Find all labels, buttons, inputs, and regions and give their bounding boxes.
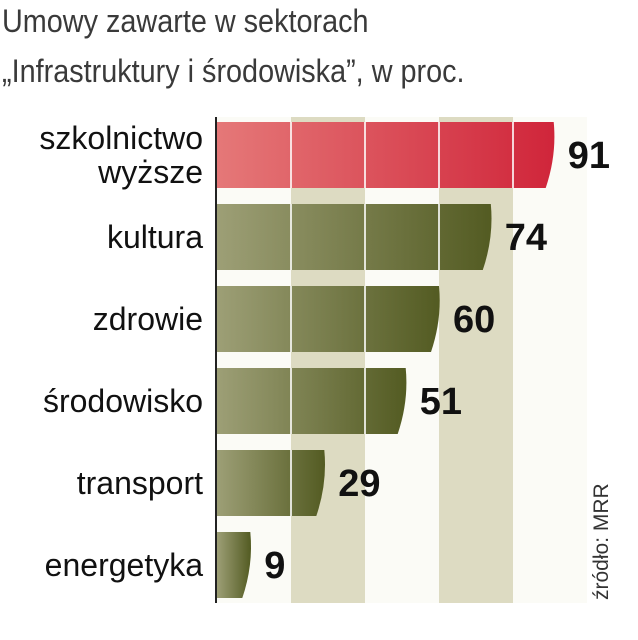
category-label: wyższe xyxy=(97,154,203,190)
bar xyxy=(217,122,555,188)
value-label: 9 xyxy=(264,545,285,587)
chart-title: Umowy zawarte w sektorach xyxy=(2,3,369,39)
category-label: energetyka xyxy=(45,547,204,583)
value-label: 91 xyxy=(568,135,610,177)
category-label: zdrowie xyxy=(93,301,203,337)
source-note: źródło: MRR xyxy=(590,483,613,600)
value-label: 74 xyxy=(505,217,547,259)
bar xyxy=(217,532,252,598)
background-band xyxy=(291,117,365,603)
bars xyxy=(217,122,555,598)
background-bands xyxy=(217,117,587,603)
value-label: 60 xyxy=(453,299,495,341)
value-label: 51 xyxy=(420,381,462,423)
background-band xyxy=(439,117,513,603)
chart-subtitle: „Infrastruktury i środowiska”, w proc. xyxy=(2,53,465,89)
bar xyxy=(217,286,440,352)
background-band xyxy=(365,117,439,603)
bar xyxy=(217,204,492,270)
category-label: transport xyxy=(77,465,203,501)
background-band xyxy=(217,117,291,603)
bar xyxy=(217,368,407,434)
category-label: środowisko xyxy=(43,383,203,419)
category-label: szkolnictwo xyxy=(39,120,203,156)
value-label: 29 xyxy=(338,463,380,505)
category-label: kultura xyxy=(107,219,203,255)
bar xyxy=(217,450,326,516)
background-band xyxy=(513,117,587,603)
